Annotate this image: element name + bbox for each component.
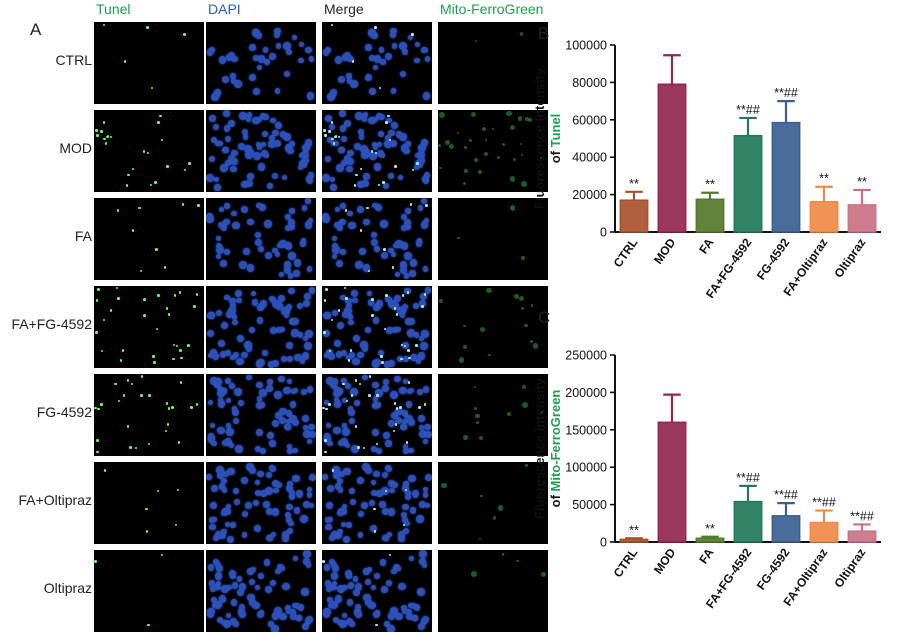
column-header-dapi: DAPI [208,1,241,17]
bar [695,537,725,543]
micrograph-dapi [206,22,316,104]
significance-label: **## [850,509,874,523]
bar [847,204,877,233]
y-tick-label: 200000 [565,386,607,400]
bar [657,83,687,233]
micrograph-tunel [94,198,204,280]
x-tick-label: Oltipraz [831,546,868,591]
x-tick-label: MOD [651,235,679,266]
micrograph-mito-ferrogreen [438,286,548,368]
x-tick-label: FA [696,545,716,566]
significance-label: **## [774,86,798,100]
y-tick-label: 60000 [572,113,607,127]
row-label: FA+Oltipraz [18,492,92,508]
significance-label: **## [774,488,798,502]
micrograph-mito-ferrogreen [438,550,548,632]
y-axis-title-line1: Fluorescence Intensity [532,67,547,209]
x-tick-label: MOD [651,545,679,576]
significance-label: **## [812,496,836,510]
significance-label: **## [736,471,760,485]
significance-label: ** [705,178,715,192]
micrograph-dapi [206,198,316,280]
row-label: FG-4592 [36,404,92,420]
row-label: Oltipraz [43,580,92,596]
column-header-tunel: Tunel [96,1,131,17]
micrograph-tunel [94,110,204,192]
significance-label: **## [736,103,760,117]
significance-label: ** [819,172,829,186]
column-header-merge: Merge [324,1,364,17]
x-tick-label: FG-4592 [754,545,793,592]
bar [657,421,687,543]
micrograph-merge [322,110,432,192]
significance-label: ** [629,523,639,537]
x-tick-label: Oltipraz [831,236,868,281]
panel-c-letter: C [538,308,551,327]
bar [733,134,763,233]
tunel-bar-chart: Fluorescence Intensity of Tunel 0 20000 4000… [532,39,881,298]
column-header-mito-ferrogreen: Mito-FerroGreen [440,1,544,17]
bar [619,199,649,233]
y-tick-label: 100000 [565,39,607,53]
bar [809,200,839,233]
significance-label: ** [705,522,715,536]
bar [733,500,763,543]
bar [809,521,839,543]
micrograph-mito-ferrogreen [438,374,548,456]
row-label: CTRL [55,52,92,68]
micrograph-merge [322,550,432,632]
y-tick-label: 40000 [572,151,607,165]
y-tick-label: 0 [600,536,607,550]
x-tick-label: CTRL [611,546,641,580]
row-label: MOD [59,140,92,156]
micrograph-dapi [206,286,316,368]
micrograph-dapi [206,462,316,544]
micrograph-tunel [94,374,204,456]
micrograph-dapi [206,550,316,632]
micrograph-mito-ferrogreen [438,198,548,280]
panel-b-letter: B [538,24,550,43]
micrograph-merge [322,22,432,104]
y-tick-label: 50000 [572,498,607,512]
micrograph-tunel [94,22,204,104]
micrograph-tunel [94,286,204,368]
bar [619,538,649,543]
y-tick-label: 150000 [565,423,607,437]
panel-a-letter: A [30,20,42,39]
bar [847,530,877,543]
bar [771,121,801,233]
micrograph-mito-ferrogreen [438,110,548,192]
x-tick-label: CTRL [611,236,641,270]
y-axis-title-line1: Fluorescence Intensity [532,377,547,519]
bar [695,198,725,233]
micrograph-merge [322,198,432,280]
micrograph-tunel [94,550,204,632]
x-tick-label: FA [696,235,716,256]
y-tick-label: 100000 [565,461,607,475]
micrograph-merge [322,374,432,456]
y-tick-label: 80000 [572,76,607,90]
micrograph-merge [322,286,432,368]
row-label: FA+FG-4592 [11,316,92,332]
micrograph-tunel [94,462,204,544]
micrograph-mito-ferrogreen [438,462,548,544]
y-tick-label: 20000 [572,188,607,202]
y-tick-label: 250000 [565,349,607,363]
significance-label: ** [857,175,867,189]
y-axis-title-line2: of Tunel [548,114,563,164]
micrograph-merge [322,462,432,544]
significance-label: ** [629,177,639,191]
y-axis-title-line2: of Mito-FerroGreen [548,390,563,508]
row-label: FA [74,228,92,244]
micrograph-dapi [206,110,316,192]
mito-ferrogreen-bar-chart: Fluorescence Intensity of Mito-FerroGreen… [532,349,881,611]
micrograph-dapi [206,374,316,456]
micrograph-mito-ferrogreen [438,22,548,104]
x-tick-label: FG-4592 [754,235,793,282]
bar [771,515,801,543]
y-tick-label: 0 [600,226,607,240]
